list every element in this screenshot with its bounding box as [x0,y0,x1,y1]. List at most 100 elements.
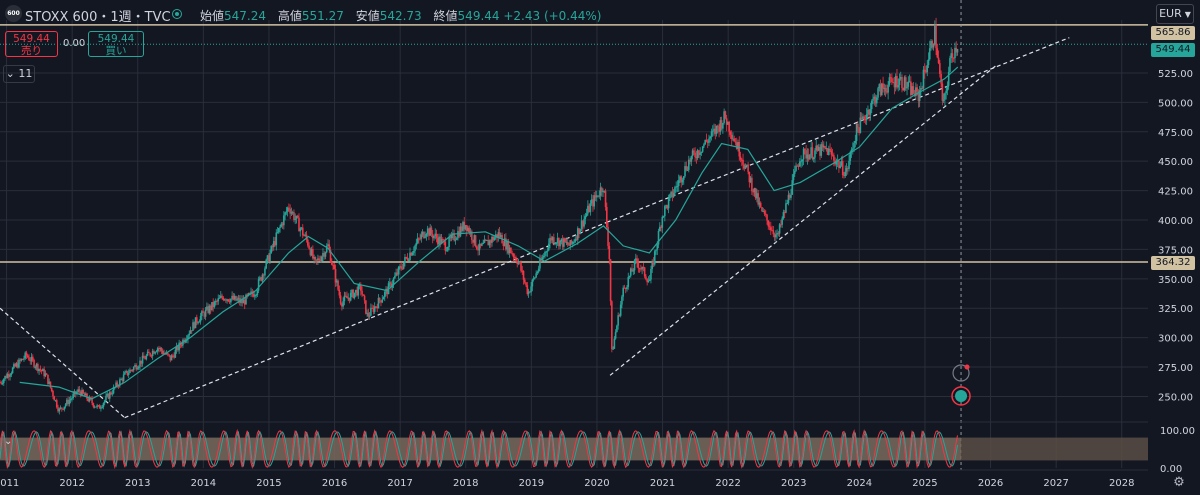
candle-body [232,295,235,300]
candle-body [503,238,506,246]
candle-body [918,90,921,102]
candle-body [901,77,903,89]
candle-body [397,266,400,275]
candle-body [434,233,437,236]
candle-body [347,297,349,299]
candle-body [245,294,247,305]
candle-body [680,176,683,183]
candle-body [592,199,594,207]
candle-body [106,393,109,396]
candle-body [664,206,666,217]
candle-body [826,148,829,155]
moving-average-line [19,66,959,400]
candle-body [877,88,879,98]
candle-body [35,363,38,367]
candle-body [290,212,293,214]
candle-body [743,164,746,169]
candle-body [545,251,548,253]
candle-body [261,274,264,281]
candle-body [801,159,804,162]
candle-body [284,212,286,216]
candle-body [237,298,240,300]
candle-body [266,255,269,260]
candle-body [778,224,781,234]
candle-body [824,146,826,149]
symbol-logo[interactable]: 600 [5,5,22,22]
candle-body [492,236,495,241]
candle-body [942,99,945,101]
currency-select[interactable]: EUR ▼ [1156,4,1194,24]
candle-body [725,118,728,125]
candle-body [10,373,13,375]
candle-body [472,239,474,243]
candle-body [256,290,259,295]
candle-body [32,356,34,360]
candle-body [276,232,279,234]
candle-body [28,357,30,361]
candle-body [264,268,266,276]
candle-body [955,47,958,53]
candle-body [816,145,819,151]
x-tick-label: 2021 [650,478,675,489]
candle-body [631,268,633,272]
alert-marker-dot [964,364,970,370]
candle-body [247,293,250,296]
buy-price: 549.44 [97,33,135,45]
candle-body [699,152,701,155]
candle-body [228,301,231,303]
candle-body [419,238,421,240]
candle-body [460,226,463,231]
candle-body [921,87,923,89]
candle-body [100,407,102,409]
candle-body [107,393,110,399]
price-tag-low-line[interactable]: 364.32 [1151,256,1195,270]
candle-body [791,180,794,195]
candle-body [274,241,276,246]
price-tag-high-line[interactable]: 565.86 [1151,26,1195,40]
candle-body [79,391,82,396]
candle-body [396,272,399,275]
candle-body [293,212,295,220]
candle-body [190,330,193,332]
symbol-title[interactable]: STOXX 600・1週・TVC [25,10,171,25]
candle-body [529,291,531,293]
candle-body [768,226,771,228]
indicators-collapse-button[interactable]: ⌄ 11 [3,65,35,83]
oscillator-signal-line [0,430,958,468]
buy-button[interactable]: 549.44 買い [88,31,144,57]
candle-body [454,239,457,241]
candle-body [467,227,469,231]
oscillator-main-line [0,428,958,470]
candle-body [833,155,835,161]
candle-body [254,295,256,297]
candle-body [93,406,96,408]
candle-body [386,288,389,295]
candle-body [153,350,155,354]
price-tag-last[interactable]: 549.44 [1151,43,1195,57]
oscillator-collapse-icon[interactable]: ⌄ [4,436,13,447]
x-tick-label: 2024 [847,478,872,489]
candle-body [887,84,889,93]
candle-body [358,285,361,287]
candle-body [641,267,643,270]
market-status-icon[interactable] [172,9,182,19]
gear-icon[interactable]: ⚙ [1173,475,1185,490]
candle-body [785,203,787,213]
candle-body [904,77,907,89]
candle-body [579,229,582,235]
candle-body [333,265,336,270]
candle-body [352,289,355,298]
candle-body [810,147,812,155]
candle-body [124,372,126,375]
sell-button[interactable]: 549.44 売り [5,31,58,57]
candle-body [313,257,315,259]
candle-body [555,242,558,244]
candle-body [327,244,329,246]
close-value: 549.44 +2.43 (+0.44%) [457,9,602,23]
candle-body [283,215,285,226]
candle-body [629,268,632,276]
candle-body [844,171,847,177]
candle-body [812,157,815,160]
candle-body [752,191,754,193]
